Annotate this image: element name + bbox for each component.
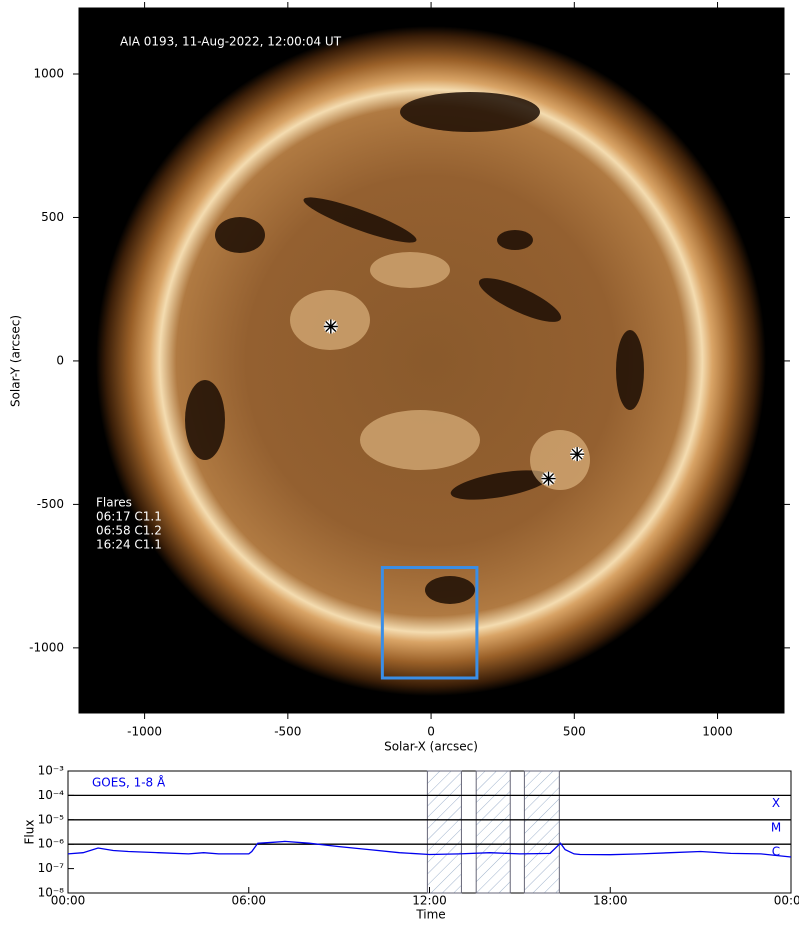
y-axis-label: Solar-Y (arcsec) bbox=[9, 315, 23, 407]
solar-image bbox=[79, 8, 784, 713]
highlight-span bbox=[426, 770, 462, 894]
y-axis-label: Flux bbox=[23, 820, 37, 845]
x-tick-label: 00:00 bbox=[774, 894, 799, 908]
x-tick-label: 06:00 bbox=[231, 894, 266, 908]
region-box bbox=[380, 566, 479, 680]
flare-entry: 06:58 C1.2 bbox=[96, 524, 162, 538]
x-tick-label: 500 bbox=[563, 725, 586, 739]
x-tick-label: -500 bbox=[274, 725, 301, 739]
y-tick-label: 10⁻⁵ bbox=[38, 812, 65, 826]
y-tick-label: -1000 bbox=[29, 640, 64, 654]
flare-marker bbox=[570, 447, 585, 462]
flare-entry: 16:24 C1.1 bbox=[96, 538, 162, 552]
highlight-span bbox=[523, 770, 560, 894]
x-tick-label: 00:00 bbox=[51, 894, 86, 908]
class-label: M bbox=[771, 820, 781, 834]
y-tick-label: 10⁻³ bbox=[38, 764, 65, 778]
flare-marker bbox=[541, 471, 556, 486]
class-label: X bbox=[772, 796, 780, 810]
image-title: AIA 0193, 11-Aug-2022, 12:00:04 UT bbox=[120, 35, 342, 49]
legend-entry: GOES, 1-8 Å bbox=[92, 775, 166, 790]
x-tick-label: 0 bbox=[427, 725, 435, 739]
y-tick-label: 10⁻⁶ bbox=[38, 837, 65, 851]
x-tick-label: 1000 bbox=[702, 725, 733, 739]
flare-entry: 06:17 C1.1 bbox=[96, 510, 162, 524]
y-tick-label: 1000 bbox=[33, 66, 64, 80]
flares-title: Flares bbox=[96, 496, 132, 510]
x-tick-label: -1000 bbox=[127, 725, 162, 739]
flare-marker bbox=[323, 319, 338, 334]
x-tick-label: 18:00 bbox=[593, 894, 628, 908]
y-tick-label: 10⁻⁷ bbox=[38, 861, 65, 875]
class-label: C bbox=[772, 845, 780, 859]
x-axis-label: Solar-X (arcsec) bbox=[384, 740, 478, 754]
y-tick-label: 500 bbox=[41, 210, 64, 224]
y-tick-label: 0 bbox=[56, 353, 64, 367]
y-tick-label: -500 bbox=[37, 497, 64, 511]
x-axis-label: Time bbox=[415, 908, 445, 922]
x-tick-label: 12:00 bbox=[412, 894, 447, 908]
series-line bbox=[67, 840, 792, 858]
y-tick-label: 10⁻⁴ bbox=[38, 788, 65, 802]
highlight-span bbox=[475, 770, 511, 894]
y-tick-label: 10⁻⁸ bbox=[38, 886, 65, 900]
